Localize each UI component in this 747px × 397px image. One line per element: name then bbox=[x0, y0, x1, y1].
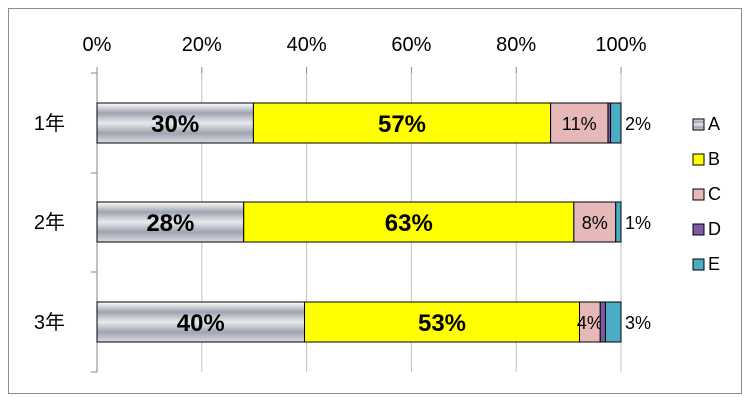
data-label: 2% bbox=[625, 114, 651, 134]
data-label: 8% bbox=[582, 213, 608, 233]
stacked-bar-chart: 0% 20% 40% 60% 80% 100% 1年 2年 3年 30% 57% 11% 2% 28% 63… bbox=[34, 34, 721, 373]
legend-label: A bbox=[708, 114, 720, 134]
data-label: 11% bbox=[562, 114, 597, 134]
x-tick-label: 40% bbox=[287, 34, 327, 56]
category-label: 3年 bbox=[34, 311, 65, 334]
legend-label: D bbox=[708, 219, 721, 239]
data-label: 63% bbox=[385, 210, 433, 237]
bar-segment-c bbox=[573, 201, 617, 243]
data-label: 1% bbox=[625, 213, 651, 233]
bar-segment-d bbox=[599, 301, 606, 343]
x-tick-label: 0% bbox=[83, 34, 112, 56]
bar-segment-b bbox=[304, 301, 580, 343]
category-label: 1年 bbox=[34, 112, 65, 135]
x-tick-label: 80% bbox=[496, 34, 536, 56]
bar-segment-b bbox=[243, 201, 575, 243]
legend-label: E bbox=[708, 254, 720, 274]
x-tick-label: 60% bbox=[391, 34, 431, 56]
legend-label: C bbox=[708, 184, 721, 204]
x-tick-label: 20% bbox=[182, 34, 222, 56]
data-label: 3% bbox=[625, 313, 651, 333]
legend-label: B bbox=[708, 149, 720, 169]
data-label: 53% bbox=[418, 310, 466, 337]
legend-swatch-a bbox=[692, 118, 705, 131]
x-tick-label: 100% bbox=[595, 34, 646, 56]
data-label: 4% bbox=[577, 313, 603, 333]
legend-swatch-b bbox=[692, 153, 705, 166]
legend-swatch-c bbox=[692, 188, 705, 201]
bar-segment-e bbox=[615, 201, 622, 243]
chart-frame: 0% 20% 40% 60% 80% 100% 1年 2年 3年 30% 57% 11% 2% 28% 63… bbox=[8, 8, 742, 394]
bar-segment-e bbox=[610, 102, 622, 144]
bar-segment-a bbox=[96, 201, 245, 243]
bar-segment-a bbox=[96, 102, 254, 144]
legend-swatch-e bbox=[692, 258, 705, 271]
legend-swatch-d bbox=[692, 223, 705, 236]
data-label: 40% bbox=[177, 310, 225, 337]
bar-segment-c bbox=[550, 102, 609, 144]
bar-segment-a bbox=[96, 301, 306, 343]
bar-segment-b bbox=[252, 102, 552, 144]
category-label: 2年 bbox=[34, 211, 65, 234]
data-label: 28% bbox=[146, 210, 194, 237]
data-label: 57% bbox=[378, 111, 426, 138]
data-label: 30% bbox=[151, 111, 199, 138]
bar-segment-e bbox=[604, 301, 622, 343]
